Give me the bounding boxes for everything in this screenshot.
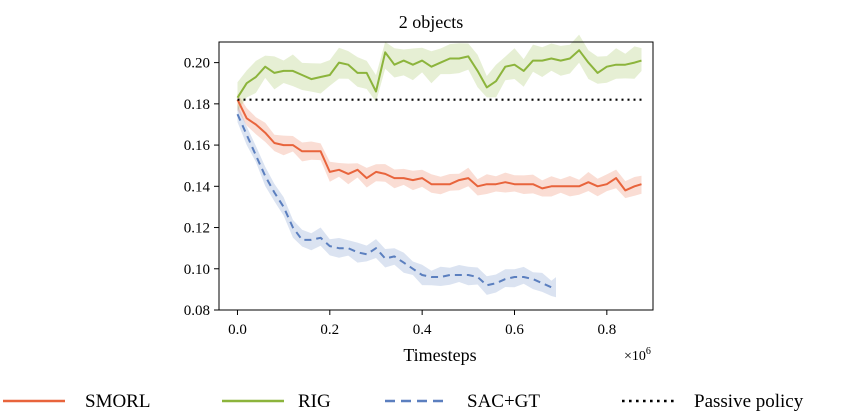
series-lines: [236, 49, 642, 289]
y-tick-label: 0.16: [184, 138, 211, 154]
line-sac-gt: [236, 113, 556, 289]
legend-label-passive-policy: Passive policy: [694, 391, 804, 412]
x-tick-label: 0.4: [413, 322, 432, 338]
y-tick-label: 0.18: [184, 97, 210, 113]
y-tick-label: 0.20: [184, 56, 210, 72]
legend: SMORL RIG SAC+GT Passive policy: [3, 391, 804, 412]
x-tick-label: 0.8: [597, 322, 616, 338]
y-tick-label: 0.12: [184, 221, 210, 237]
chart-title: 2 objects: [399, 12, 464, 32]
x-axis-multiplier: ×106: [624, 346, 651, 364]
x-tick-label: 0.6: [505, 322, 524, 338]
legend-label-smorl: SMORL: [85, 391, 150, 412]
band-smorl: [237, 93, 642, 199]
line-smorl: [236, 99, 642, 192]
y-axis: 0.08 0.10 0.12 0.14 0.16 0.18 0.20: [184, 56, 219, 319]
band-sac-gt: [237, 104, 556, 298]
line-rig: [236, 49, 642, 99]
x-axis: 0.0 0.2 0.4 0.6 0.8: [228, 310, 616, 338]
x-multiplier-base: ×10: [624, 349, 646, 364]
plot-frame: [218, 41, 654, 311]
y-tick-label: 0.08: [184, 303, 210, 319]
y-tick-label: 0.10: [184, 262, 210, 278]
legend-label-rig: RIG: [298, 391, 331, 412]
x-axis-label: Timesteps: [403, 345, 476, 365]
x-tick-label: 0.0: [228, 322, 247, 338]
legend-label-sac-gt: SAC+GT: [467, 391, 540, 412]
y-tick-label: 0.14: [184, 179, 211, 195]
x-tick-label: 0.2: [320, 322, 339, 338]
x-multiplier-exponent: 6: [646, 346, 651, 357]
band-rig: [237, 34, 642, 112]
